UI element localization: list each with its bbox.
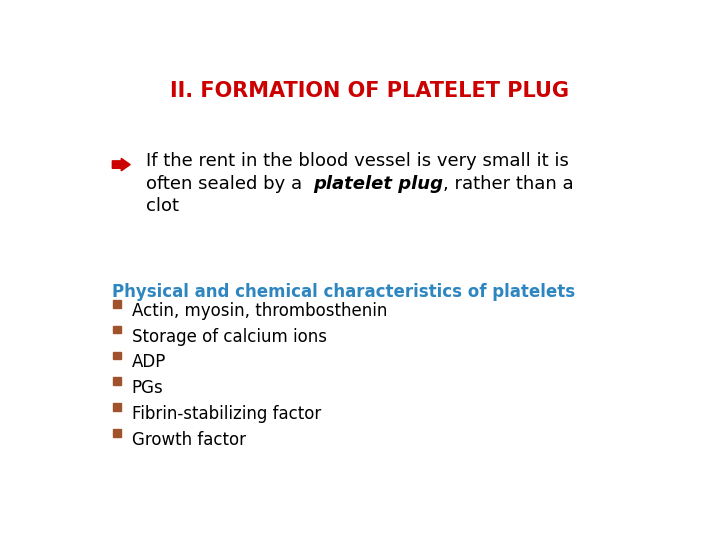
Text: platelet plug: platelet plug: [313, 174, 444, 193]
Text: Physical and chemical characteristics of platelets: Physical and chemical characteristics of…: [112, 283, 575, 301]
Text: PGs: PGs: [132, 379, 163, 397]
Text: ADP: ADP: [132, 353, 166, 372]
Text: If the rent in the blood vessel is very small it is: If the rent in the blood vessel is very …: [145, 152, 569, 170]
Bar: [113, 326, 121, 333]
Text: Actin, myosin, thrombosthenin: Actin, myosin, thrombosthenin: [132, 302, 387, 320]
Text: II. FORMATION OF PLATELET PLUG: II. FORMATION OF PLATELET PLUG: [169, 82, 569, 102]
Bar: [113, 377, 121, 385]
Text: Storage of calcium ions: Storage of calcium ions: [132, 328, 327, 346]
Text: Growth factor: Growth factor: [132, 431, 246, 449]
Text: , rather than a: , rather than a: [444, 174, 574, 193]
Text: clot: clot: [145, 197, 179, 215]
Text: often sealed by a: often sealed by a: [145, 174, 313, 193]
Bar: [113, 403, 121, 411]
Text: Fibrin-stabilizing factor: Fibrin-stabilizing factor: [132, 405, 321, 423]
Bar: [113, 429, 121, 436]
Bar: [113, 300, 121, 308]
Bar: [113, 352, 121, 359]
FancyArrow shape: [112, 158, 130, 171]
